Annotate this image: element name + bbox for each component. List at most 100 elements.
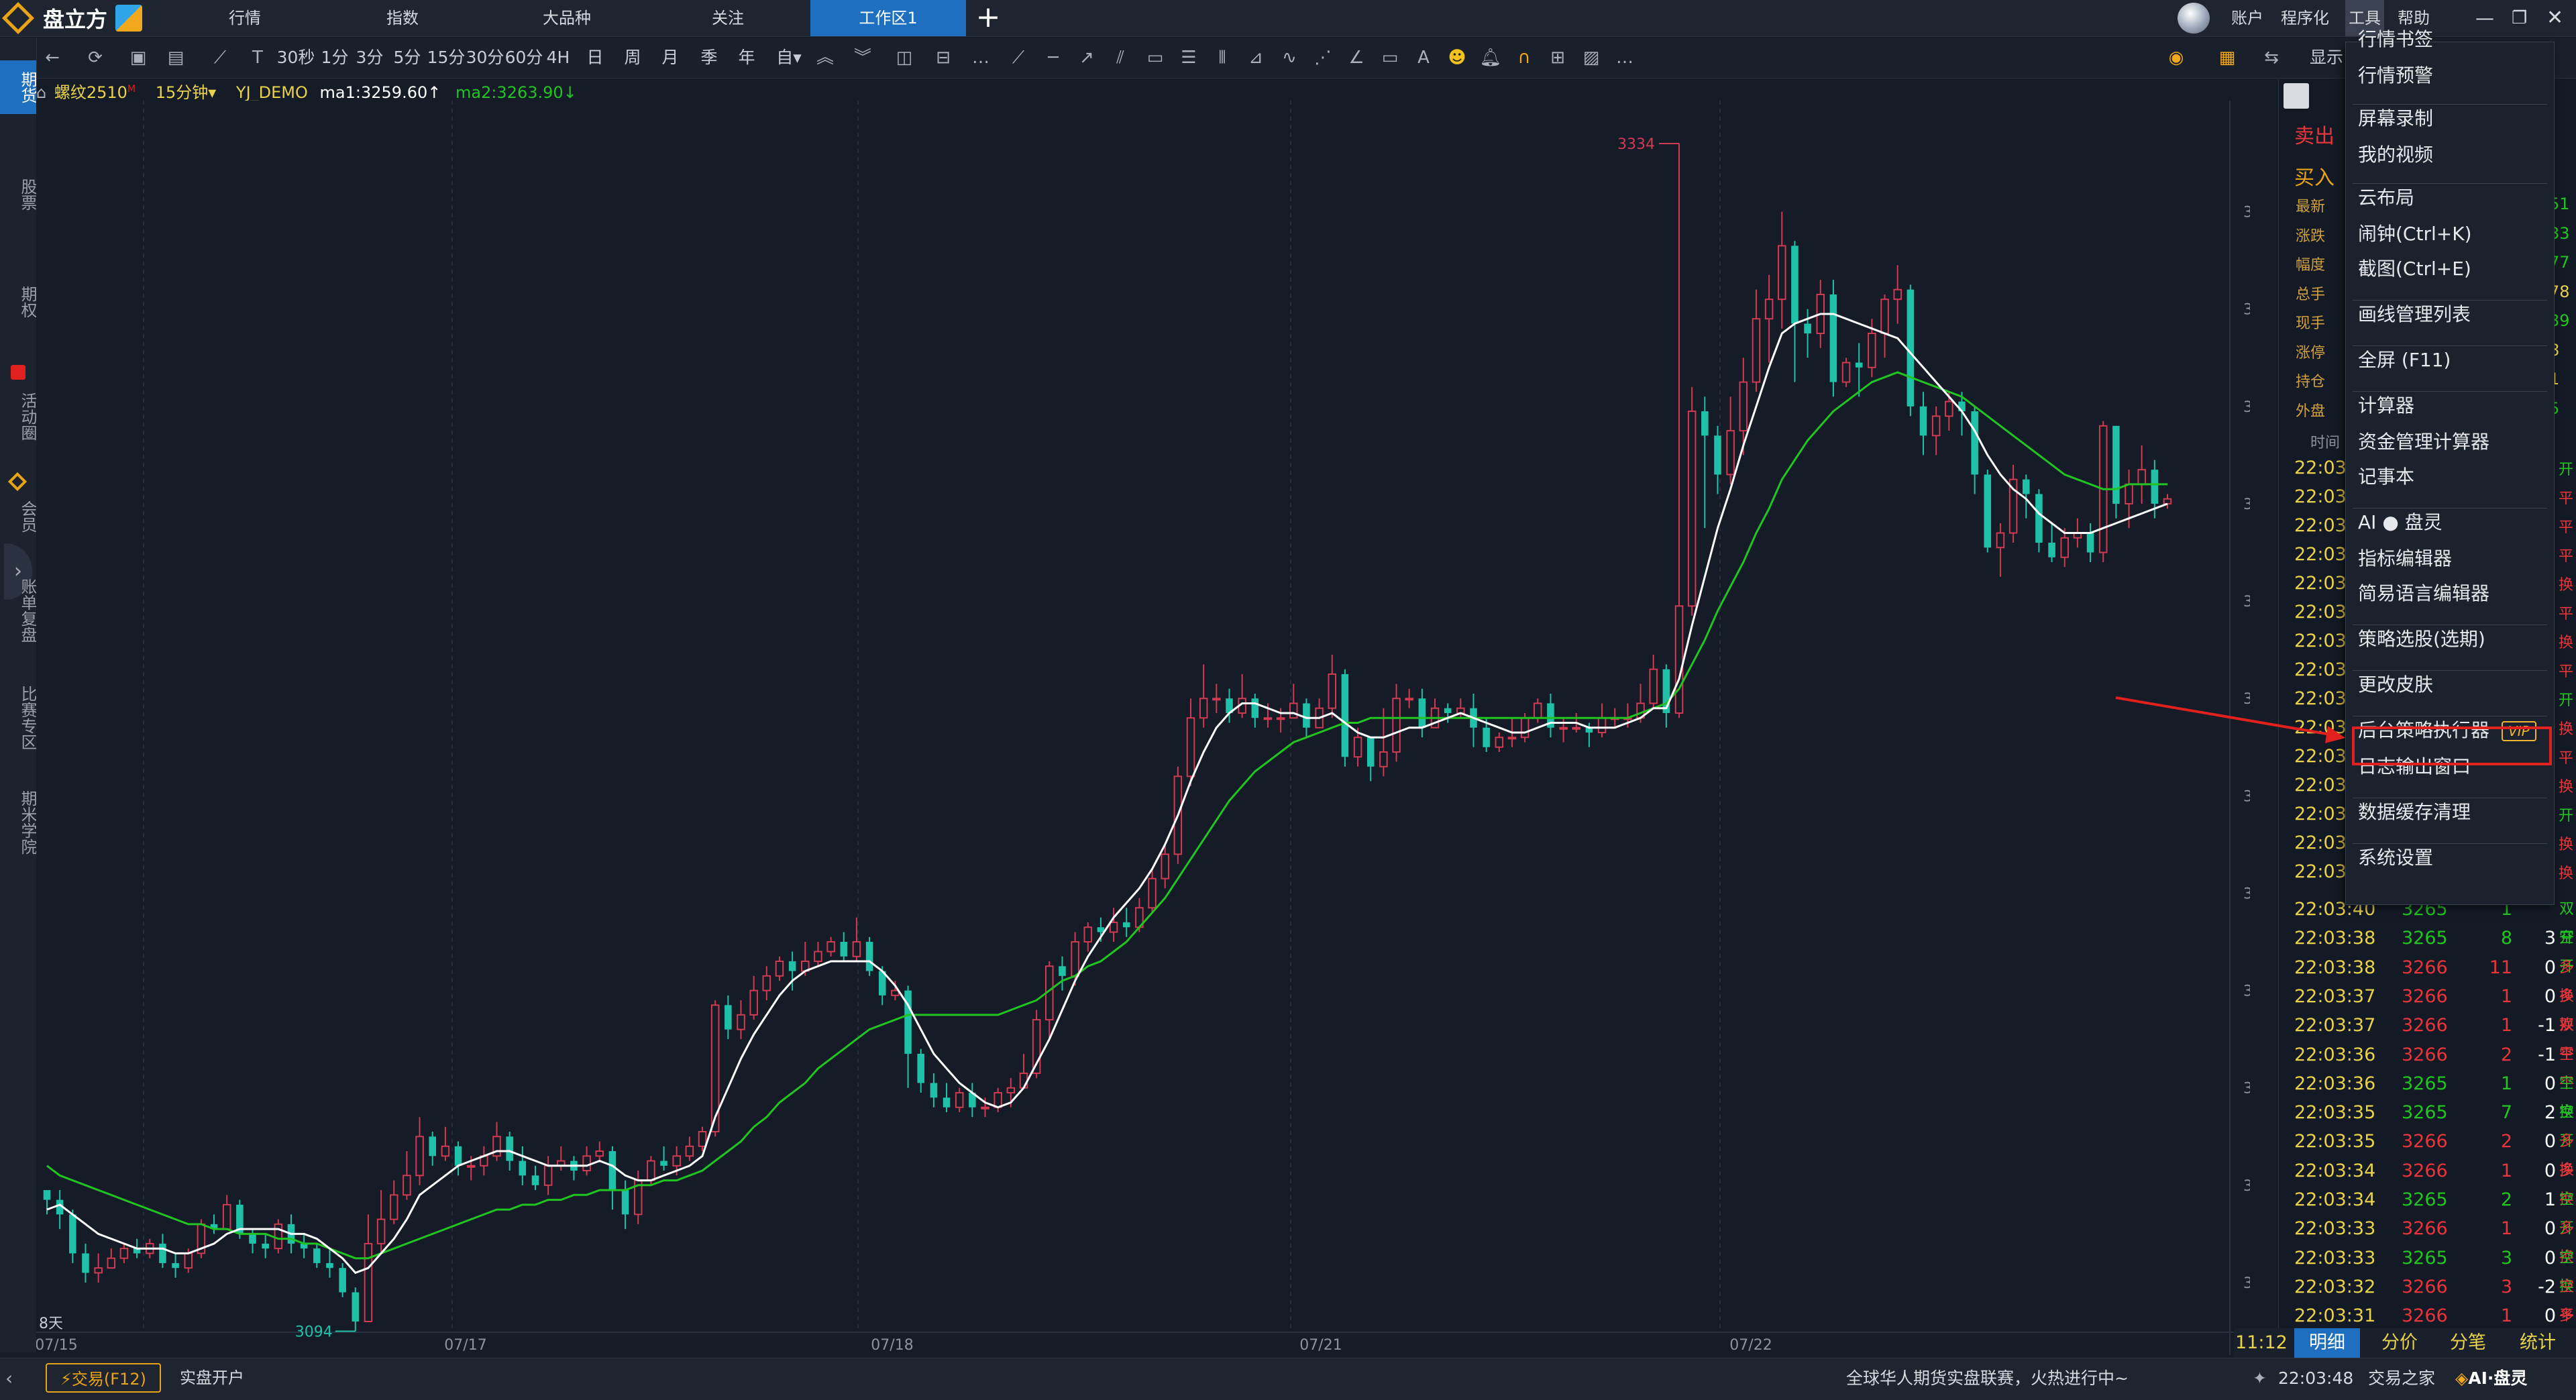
news-ticker[interactable]: 全球华人期货实盘联赛，火热进行中~ [1846, 1368, 2129, 1388]
fan-icon[interactable]: ⋰ [1314, 48, 1332, 68]
tab-stats[interactable]: 统计 [2520, 1332, 2556, 1353]
fibonacci-icon[interactable]: ☰ [1181, 48, 1197, 68]
split-vertical-icon[interactable]: ◫ [896, 48, 913, 68]
nav-activities[interactable]: 活动圈 [18, 392, 37, 441]
calendar-icon[interactable]: ▦ [2218, 48, 2236, 68]
period-day[interactable]: 日 [586, 48, 604, 67]
tab-watch[interactable]: 关注 [712, 9, 744, 28]
period-4h[interactable]: 4H [546, 48, 570, 67]
save-icon[interactable]: ▣ [129, 48, 147, 68]
parallel-line-icon[interactable]: ⫽ [1116, 48, 1124, 68]
horizontal-line-icon[interactable]: ─ [1048, 48, 1059, 68]
period-month[interactable]: 月 [661, 48, 679, 67]
nav-options[interactable]: 期权 [18, 286, 37, 318]
nav-statement-review[interactable]: 账单复盘 [18, 578, 37, 643]
ray-icon[interactable]: ↗ [1079, 48, 1094, 68]
menu-item-market-alert[interactable]: 行情预警 [2358, 58, 2433, 93]
menu-item-drawing-list[interactable]: 画线管理列表 [2358, 297, 2471, 332]
period-year[interactable]: 年 [738, 48, 755, 67]
panel-toggle-icon[interactable] [2284, 83, 2309, 109]
tab-price-dist[interactable]: 分价 [2381, 1332, 2418, 1353]
display-button[interactable]: 显示 [2309, 48, 2343, 67]
kline-chart[interactable]: 3320 3300 3280 3260 3240 3220 3200 3180 3160 3140… [36, 101, 2250, 1355]
screenshot-icon[interactable]: ▨ [1582, 48, 1600, 68]
menu-item-alarm[interactable]: 闹钟(Ctrl+K) [2358, 217, 2472, 252]
transfer-icon[interactable]: ⇆ [2264, 48, 2279, 68]
avatar[interactable] [2178, 3, 2210, 34]
period-label[interactable]: 15分钟 [155, 83, 209, 102]
menu-item-background-strategy-executor[interactable]: 后台策略执行器 VIP [2358, 713, 2536, 748]
tab-detail[interactable]: 明细 [2294, 1328, 2360, 1358]
minimize-icon[interactable]: — [2475, 7, 2494, 29]
text-icon[interactable]: T [252, 48, 263, 68]
more-tools-icon[interactable]: … [1616, 48, 1633, 68]
open-account-button[interactable]: 实盘开户 [180, 1368, 244, 1387]
period-lines-icon[interactable]: ⫴ [1218, 48, 1226, 68]
help-menu[interactable]: 帮助 [2398, 9, 2430, 28]
tab-index[interactable]: 指数 [386, 9, 419, 28]
tab-tick[interactable]: 分笔 [2450, 1332, 2486, 1353]
draw-line-icon[interactable]: ⟋ [1012, 48, 1025, 68]
menu-item-ai-assistant[interactable]: AI ● 盘灵 [2358, 505, 2443, 540]
ai-assistant-button[interactable]: ◈AI·盘灵 [2455, 1358, 2527, 1399]
collapse-icon[interactable]: ‹ [5, 1367, 13, 1389]
menu-item-screen-record[interactable]: 屏幕录制 [2358, 101, 2433, 136]
rectangle-icon[interactable]: ▭ [1146, 48, 1164, 68]
period-5m[interactable]: 5分 [393, 48, 421, 67]
menu-item-screenshot[interactable]: 截图(Ctrl+E) [2358, 252, 2471, 286]
restore-icon[interactable]: ❐ [2512, 8, 2528, 28]
period-30m[interactable]: 30分 [466, 48, 504, 67]
menu-item-simple-editor[interactable]: 简易语言编辑器 [2358, 576, 2489, 611]
menu-item-strategy-screener[interactable]: 策略选股(选期) [2358, 622, 2485, 657]
refresh-icon[interactable]: ⟳ [88, 48, 103, 68]
menu-item-money-calculator[interactable]: 资金管理计算器 [2358, 425, 2489, 460]
tab-major[interactable]: 大品种 [543, 9, 591, 28]
tools-menu[interactable]: 工具 [2345, 0, 2384, 36]
menu-item-fullscreen[interactable]: 全屏 (F11) [2358, 343, 2451, 378]
magnet-icon[interactable]: ∩ [1517, 48, 1531, 68]
menu-item-indicator-editor[interactable]: 指标编辑器 [2358, 541, 2452, 576]
period-3m[interactable]: 3分 [356, 48, 384, 67]
measure-icon[interactable]: ⊿ [1248, 48, 1263, 68]
ruler-icon[interactable]: ▭ [1381, 48, 1399, 68]
text-tool-icon[interactable]: A [1417, 48, 1430, 68]
menu-item-calculator[interactable]: 计算器 [2358, 388, 2414, 423]
period-60m[interactable]: 60分 [504, 48, 543, 67]
symbol-label[interactable]: 螺纹2510 [54, 83, 127, 102]
alert-bell-icon[interactable]: 🔔︎ [1479, 48, 1502, 68]
menu-item-cloud-layout[interactable]: 云布局 [2358, 180, 2414, 215]
menu-item-notepad[interactable]: 记事本 [2358, 460, 2414, 494]
tab-workspace-1[interactable]: 工作区1 [810, 0, 966, 36]
period-quarter[interactable]: 季 [700, 48, 718, 67]
account-menu[interactable]: 账户 [2231, 9, 2263, 28]
menu-item-log-output[interactable]: 日志输出窗口 [2358, 749, 2471, 784]
menu-item-change-skin[interactable]: 更改皮肤 [2358, 667, 2433, 702]
tab-market[interactable]: 行情 [229, 9, 261, 28]
close-icon[interactable]: ✕ [2546, 6, 2564, 30]
menu-item-my-videos[interactable]: 我的视频 [2358, 138, 2433, 172]
nav-stocks[interactable]: 股票 [18, 178, 37, 211]
program-menu[interactable]: 程序化 [2281, 9, 2329, 28]
trade-button[interactable]: ⚡交易(F12) [46, 1363, 161, 1393]
back-icon[interactable]: ← [45, 48, 60, 68]
line-chart-icon[interactable]: ⟋ [213, 48, 227, 68]
chevron-down-icon[interactable]: ︾ [853, 48, 871, 68]
chevron-up-icon[interactable]: ︽ [816, 48, 834, 68]
indicator-label[interactable]: YJ_DEMO [235, 83, 308, 102]
nav-academy[interactable]: 期米学院 [18, 790, 37, 855]
split-horizontal-icon[interactable]: ⊟ [936, 48, 951, 68]
nav-futures[interactable]: 期货 [0, 60, 37, 114]
angle-icon[interactable]: ∠ [1348, 48, 1364, 68]
menu-item-system-settings[interactable]: 系统设置 [2358, 841, 2433, 875]
menu-item-clear-cache[interactable]: 数据缓存清理 [2358, 795, 2471, 830]
open-folder-icon[interactable]: ▤ [167, 48, 184, 68]
nav-member[interactable]: 会员 [18, 500, 37, 533]
wave-icon[interactable]: ∿ [1282, 48, 1297, 68]
period-week[interactable]: 周 [624, 48, 641, 67]
more-icon[interactable]: … [972, 48, 989, 68]
speed-icon[interactable]: ◉ [2168, 48, 2184, 68]
menu-item-market-bookmark[interactable]: 行情书签 [2358, 22, 2433, 57]
grid-icon[interactable]: ⊞ [1550, 48, 1565, 68]
period-custom[interactable]: 自▾ [776, 48, 802, 67]
emoji-icon[interactable]: ☻ [1448, 48, 1466, 68]
